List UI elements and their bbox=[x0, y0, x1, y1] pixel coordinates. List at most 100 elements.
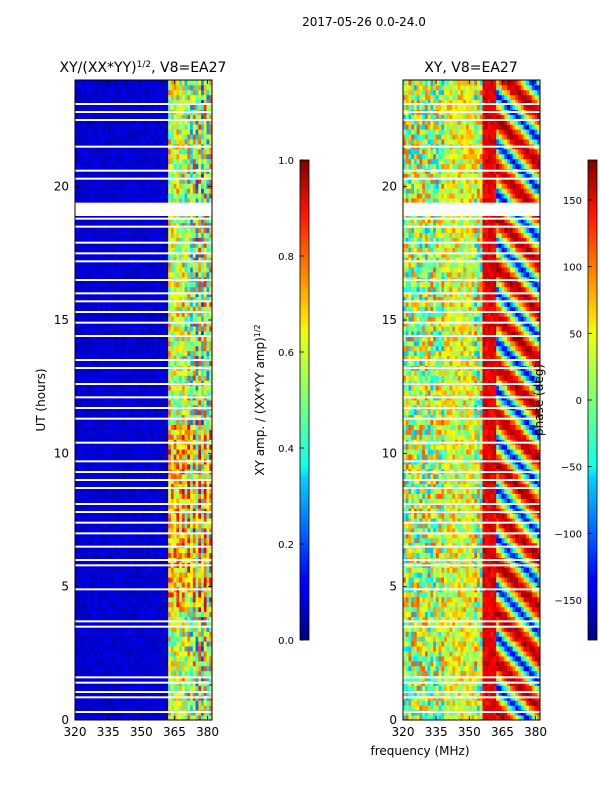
amplitude-cell bbox=[209, 232, 212, 238]
amplitude-cell bbox=[132, 473, 136, 480]
amplitude-cell bbox=[209, 242, 212, 248]
amplitude-cell bbox=[154, 345, 158, 352]
amplitude-cell bbox=[198, 449, 202, 455]
amplitude-cell bbox=[151, 483, 155, 490]
amplitude-cell bbox=[195, 582, 199, 588]
amplitude-cell bbox=[176, 473, 180, 480]
amplitude-cell bbox=[132, 592, 136, 598]
amplitude-cell bbox=[162, 665, 166, 672]
amplitude-cell bbox=[107, 286, 112, 293]
amplitude-cell bbox=[75, 424, 79, 430]
amplitude-cell bbox=[165, 656, 169, 662]
amplitude-cell bbox=[209, 498, 212, 504]
amplitude-cell bbox=[203, 606, 207, 613]
amplitude-cell bbox=[168, 656, 172, 662]
amplitude-cell bbox=[198, 272, 202, 278]
amplitude-cell bbox=[105, 464, 109, 470]
amplitude-cell bbox=[173, 493, 177, 499]
amplitude-cell bbox=[96, 464, 101, 470]
amplitude-cell bbox=[187, 286, 191, 293]
amplitude-cell bbox=[113, 419, 117, 426]
amplitude-cell bbox=[151, 503, 155, 509]
amplitude-cell bbox=[198, 414, 202, 421]
amplitude-cell bbox=[198, 621, 202, 627]
amplitude-cell bbox=[138, 641, 142, 647]
amplitude-cell bbox=[176, 596, 180, 603]
amplitude-cell bbox=[181, 552, 185, 558]
amplitude-cell bbox=[80, 567, 84, 573]
amplitude-cell bbox=[129, 449, 133, 455]
amplitude-cell bbox=[116, 542, 120, 549]
amplitude-cell bbox=[110, 528, 114, 534]
amplitude-cell bbox=[110, 419, 114, 426]
amplitude-cell bbox=[80, 262, 84, 268]
amplitude-cell bbox=[151, 596, 155, 603]
amplitude-cell bbox=[75, 567, 79, 573]
amplitude-cell bbox=[96, 675, 101, 682]
amplitude-cell bbox=[129, 247, 133, 253]
amplitude-cell bbox=[102, 601, 106, 608]
amplitude-cell bbox=[157, 449, 161, 455]
amplitude-cell bbox=[94, 464, 98, 470]
amplitude-cell bbox=[148, 227, 153, 234]
amplitude-cell bbox=[132, 301, 136, 307]
amplitude-cell bbox=[121, 606, 125, 613]
amplitude-cell bbox=[121, 705, 125, 711]
amplitude-cell bbox=[151, 370, 155, 376]
amplitude-cell bbox=[132, 272, 136, 278]
amplitude-cell bbox=[151, 267, 155, 273]
amplitude-cell bbox=[80, 483, 84, 490]
amplitude-cell bbox=[190, 660, 194, 667]
amplitude-cell bbox=[96, 513, 101, 519]
amplitude-cell bbox=[198, 498, 202, 504]
amplitude-cell bbox=[184, 567, 188, 573]
amplitude-cell bbox=[154, 601, 158, 608]
amplitude-cell bbox=[140, 414, 144, 421]
amplitude-cell bbox=[184, 518, 188, 524]
amplitude-cell bbox=[146, 523, 150, 529]
amplitude-cell bbox=[135, 370, 139, 376]
amplitude-cell bbox=[88, 464, 92, 470]
amplitude-cell bbox=[168, 247, 172, 253]
amplitude-cell bbox=[77, 262, 81, 268]
amplitude-cell bbox=[113, 454, 117, 460]
amplitude-cell bbox=[80, 306, 84, 312]
amplitude-cell bbox=[91, 621, 95, 627]
amplitude-cell bbox=[124, 542, 128, 549]
amplitude-cell bbox=[132, 237, 136, 243]
amplitude-cell bbox=[118, 685, 122, 691]
amplitude-cell bbox=[105, 429, 109, 435]
amplitude-cell bbox=[140, 542, 144, 549]
amplitude-cell bbox=[157, 567, 161, 573]
amplitude-cell bbox=[85, 493, 90, 499]
amplitude-cell bbox=[203, 518, 207, 524]
amplitude-cell bbox=[107, 488, 112, 494]
amplitude-cell bbox=[96, 272, 101, 278]
amplitude-cell bbox=[209, 572, 212, 578]
amplitude-cell bbox=[165, 601, 169, 608]
amplitude-cell bbox=[132, 331, 136, 337]
amplitude-cell bbox=[107, 400, 112, 406]
amplitude-cell bbox=[195, 306, 199, 312]
amplitude-cell bbox=[110, 656, 114, 662]
amplitude-cell bbox=[116, 252, 120, 258]
amplitude-cell bbox=[165, 449, 169, 455]
amplitude-cell bbox=[198, 542, 202, 549]
amplitude-cell bbox=[165, 641, 169, 647]
amplitude-cell bbox=[146, 690, 150, 696]
amplitude-cell bbox=[206, 601, 210, 608]
amplitude-cell bbox=[203, 611, 207, 618]
amplitude-cell bbox=[179, 547, 183, 554]
amplitude-cell bbox=[85, 385, 90, 391]
amplitude-cell bbox=[184, 532, 188, 539]
amplitude-cell bbox=[85, 700, 90, 706]
amplitude-cell bbox=[105, 385, 109, 391]
amplitude-cell bbox=[179, 321, 183, 327]
amplitude-cell bbox=[203, 631, 207, 637]
amplitude-cell bbox=[154, 464, 158, 470]
amplitude-cell bbox=[143, 262, 147, 268]
amplitude-cell bbox=[94, 498, 98, 504]
amplitude-cell bbox=[159, 631, 164, 637]
amplitude-cell bbox=[85, 272, 90, 278]
amplitude-cell bbox=[159, 532, 164, 539]
